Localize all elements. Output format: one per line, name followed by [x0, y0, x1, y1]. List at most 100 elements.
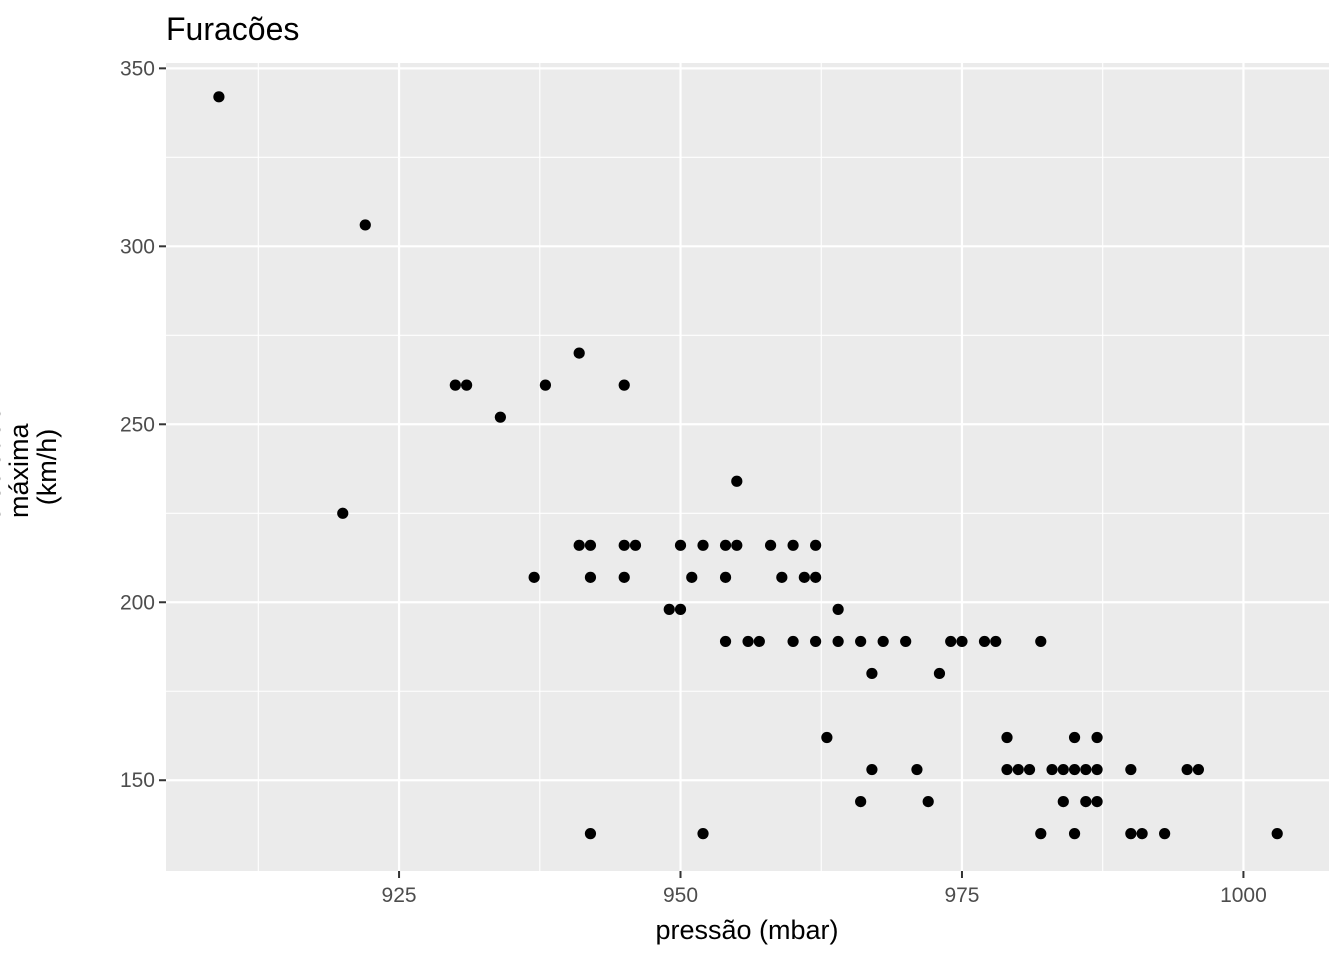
data-point: [1080, 795, 1092, 808]
data-point: [1091, 795, 1103, 808]
data-point: [866, 763, 878, 776]
y-axis-title-line-2: máxima: [4, 423, 34, 518]
data-point: [810, 571, 822, 583]
data-point: [866, 667, 878, 680]
data-point: [1181, 763, 1193, 776]
data-point: [832, 603, 844, 615]
data-point: [877, 635, 889, 648]
data-point: [1091, 731, 1103, 744]
plot-panel: [166, 63, 1329, 871]
y-tick-label: 150: [120, 769, 155, 792]
data-point: [461, 379, 473, 391]
data-point: [990, 635, 1002, 648]
data-point: [798, 571, 810, 583]
x-axis: 925 950 975 1000: [382, 871, 1267, 907]
y-tick-label: 300: [120, 235, 155, 258]
data-point: [618, 571, 630, 583]
data-point: [719, 539, 732, 551]
data-point: [855, 795, 867, 808]
x-tick-label: 950: [663, 884, 698, 907]
major-gridlines: [166, 63, 1329, 871]
y-tick-label: 200: [120, 591, 155, 614]
data-point: [776, 571, 788, 583]
data-point: [674, 539, 687, 551]
data-point: [584, 571, 597, 583]
data-point: [573, 347, 585, 359]
chart-title: Furacões: [166, 11, 299, 47]
data-point: [359, 219, 371, 231]
y-axis-title-line-1: velocidade: [0, 406, 6, 535]
data-point: [810, 635, 822, 648]
data-point: [787, 539, 799, 551]
data-point: [1035, 828, 1047, 840]
data-point: [1125, 763, 1137, 776]
data-point: [753, 635, 765, 648]
data-point: [933, 667, 946, 680]
data-point: [629, 539, 642, 551]
data-point: [1136, 828, 1148, 840]
data-point: [618, 539, 630, 551]
y-axis-title-line-3: (km/h): [32, 429, 62, 506]
x-tick-label: 925: [382, 884, 417, 907]
data-point: [731, 475, 743, 487]
data-point: [832, 635, 844, 648]
data-point: [573, 539, 585, 551]
data-point: [742, 635, 754, 648]
data-point: [1068, 828, 1081, 840]
data-point: [337, 507, 349, 519]
data-point: [1023, 763, 1036, 776]
data-point: [1035, 635, 1047, 648]
data-point: [1046, 763, 1058, 776]
data-point: [821, 731, 833, 744]
data-point: [719, 571, 732, 583]
data-point: [1057, 763, 1069, 776]
data-point: [584, 539, 597, 551]
data-point: [528, 571, 540, 583]
data-point: [1271, 828, 1283, 840]
data-point: [1012, 763, 1024, 776]
data-point: [810, 539, 822, 551]
data-point: [956, 635, 968, 648]
x-tick-label: 975: [944, 884, 979, 907]
data-point: [674, 603, 687, 615]
data-point: [686, 571, 698, 583]
minor-gridlines: [166, 63, 1329, 871]
data-point: [731, 539, 743, 551]
data-point: [719, 635, 732, 648]
x-axis-title: pressão (mbar): [655, 915, 838, 945]
data-point: [539, 379, 552, 391]
svg-text:velocidade máxima: velocidade máxima (km/h): [0, 399, 62, 536]
data-point: [1125, 828, 1137, 840]
data-point: [764, 539, 777, 551]
data-point: [900, 635, 912, 648]
data-point: [1001, 731, 1013, 744]
data-point: [1080, 763, 1092, 776]
data-point: [1001, 763, 1013, 776]
data-point: [1192, 763, 1205, 776]
data-point: [1068, 763, 1081, 776]
data-point: [922, 795, 934, 808]
y-tick-label: 350: [120, 57, 155, 80]
data-point: [978, 635, 991, 648]
data-point: [911, 763, 923, 776]
data-point: [1159, 828, 1171, 840]
data-point: [584, 828, 597, 840]
data-point: [787, 635, 799, 648]
y-axis-title: velocidade máxima (km/h): [0, 399, 62, 536]
data-point: [618, 379, 630, 391]
data-point: [697, 828, 709, 840]
data-point: [1057, 795, 1069, 808]
data-points: [213, 91, 1283, 840]
data-point: [449, 379, 461, 391]
data-point: [855, 635, 867, 648]
data-point: [663, 603, 675, 615]
data-point: [1091, 763, 1103, 776]
data-point: [945, 635, 957, 648]
x-tick-label: 1000: [1220, 884, 1267, 907]
y-tick-label: 250: [120, 413, 155, 436]
data-point: [494, 411, 506, 423]
data-point: [1068, 731, 1081, 744]
y-axis: 150 200 250 300 350: [120, 57, 166, 792]
data-point: [697, 539, 709, 551]
